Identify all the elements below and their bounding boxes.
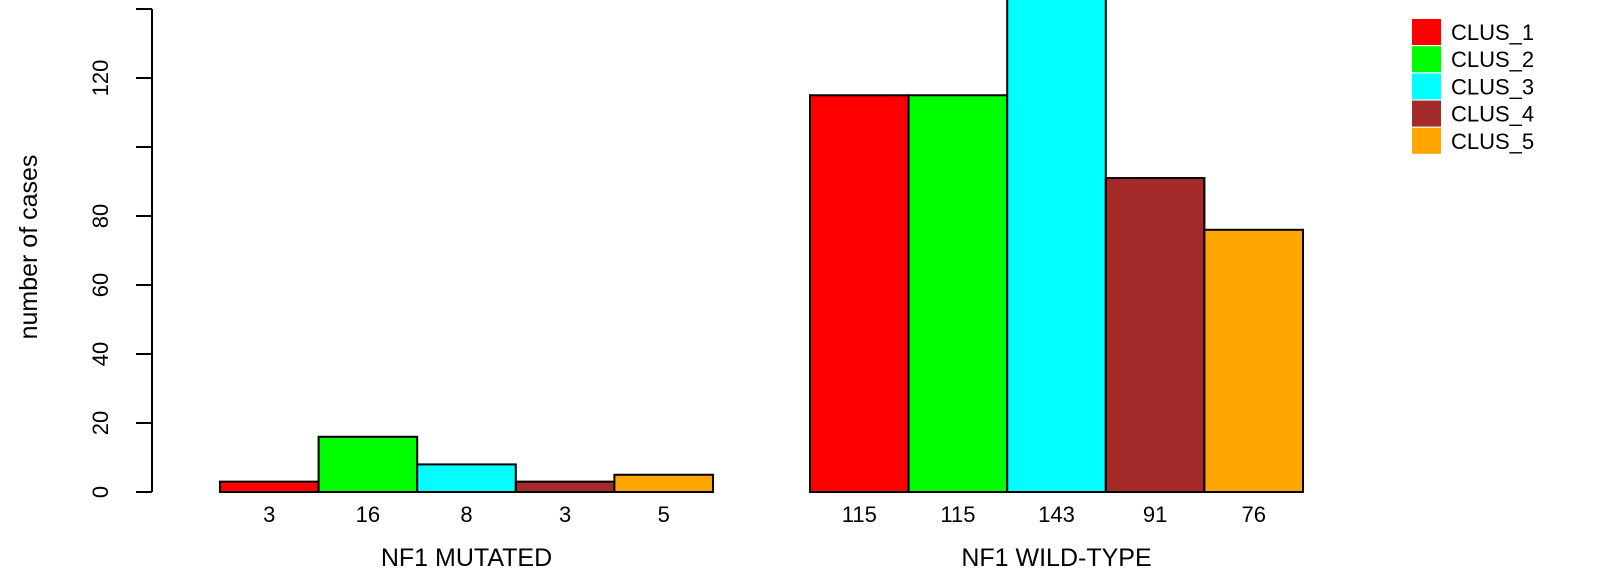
legend-label: CLUS_2: [1451, 47, 1534, 72]
bar-value-label: 5: [658, 502, 670, 527]
bar-clus-5-group-1: [613, 473, 715, 493]
bars-layer: [219, 0, 1305, 494]
bar-clus-1-group-1: [219, 480, 320, 493]
bar-clus-3-group-2: [1006, 0, 1107, 494]
y-tick-label: 0: [88, 486, 113, 498]
legend-swatch-clus-5: [1412, 127, 1441, 154]
legend-swatch-clus-3: [1412, 73, 1441, 100]
bar-clus-2-group-1: [317, 435, 419, 493]
y-tick-label: 120: [88, 60, 113, 97]
legend-label: CLUS_4: [1451, 102, 1534, 127]
y-tick-label: 20: [88, 411, 113, 435]
bar-value-label: 16: [356, 502, 380, 527]
bar-value-label: 143: [1038, 502, 1075, 527]
y-axis-title: number of cases: [15, 155, 43, 340]
y-axis: 0 20 40 60 80 120: [88, 8, 153, 498]
bar-clus-4-group-1: [514, 480, 616, 493]
bar-value-label: 115: [940, 502, 975, 527]
bar-value-label: 115: [842, 502, 877, 527]
bar-clus-3-group-1: [416, 463, 517, 493]
y-tick-label: 60: [88, 273, 113, 297]
group-labels: NF1 MUTATED NF1 WILD-TYPE: [381, 544, 1152, 572]
bar-clus-1-group-2: [809, 94, 910, 493]
bar-value-label: 8: [460, 502, 472, 527]
bar-value-label: 91: [1143, 502, 1167, 527]
legend-label: CLUS_5: [1451, 129, 1534, 154]
bar-clus-2-group-2: [907, 94, 1009, 493]
legend-swatch-clus-4: [1412, 100, 1441, 127]
group-label: NF1 WILD-TYPE: [961, 544, 1151, 572]
legend-label: CLUS_3: [1451, 74, 1534, 99]
bar-value-label: 3: [263, 502, 275, 527]
bar-value-label: 76: [1241, 502, 1265, 527]
y-tick-label: 40: [88, 342, 113, 366]
legend-label: CLUS_1: [1451, 20, 1534, 45]
bar-clus-5-group-2: [1203, 228, 1305, 494]
legend-swatch-clus-1: [1412, 19, 1441, 45]
bar-value-labels: 3 16 8 3 5 115 115 143 91 76: [263, 502, 1266, 527]
group-label: NF1 MUTATED: [381, 544, 552, 572]
bar-value-label: 3: [559, 502, 571, 527]
bar-clus-4-group-2: [1104, 177, 1206, 494]
y-tick-label: 80: [88, 204, 113, 228]
legend-swatch-clus-2: [1412, 46, 1441, 73]
